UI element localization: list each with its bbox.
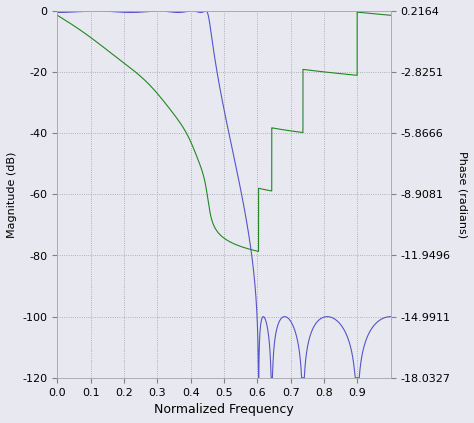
X-axis label: Normalized Frequency: Normalized Frequency [154,403,294,416]
Y-axis label: Phase (radians): Phase (radians) [457,151,467,238]
Y-axis label: Magnitude (dB): Magnitude (dB) [7,151,17,238]
